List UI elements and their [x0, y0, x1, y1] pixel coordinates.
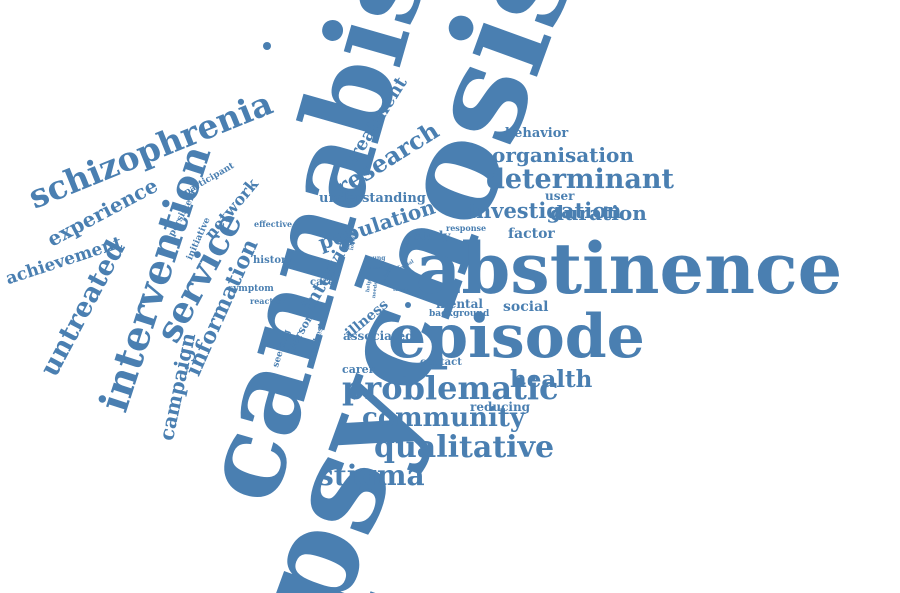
word-problematic: determinant: [486, 164, 674, 195]
word-history: history: [253, 255, 293, 266]
word-illness: study: [414, 229, 451, 243]
word-care: care: [310, 277, 335, 288]
word-background: contact: [420, 357, 462, 368]
word-qualitative: organisation: [492, 143, 634, 167]
word-experience: community: [362, 403, 525, 433]
word-community: duration: [550, 201, 647, 225]
word-response: response: [446, 223, 487, 233]
word-reaction: reaction: [250, 296, 288, 306]
word-contact: carer: [342, 363, 375, 376]
word-onset: onset: [367, 265, 383, 271]
word-abstinence: abstinence: [416, 227, 843, 310]
dot-mark: [263, 42, 271, 50]
word-information: qualitative: [374, 430, 555, 465]
word-thesis: thesis: [393, 287, 410, 293]
word-mental: background: [429, 309, 490, 319]
word-population: user: [545, 189, 575, 203]
word-interview: social: [503, 299, 549, 315]
word-symptom: symptom: [228, 284, 274, 294]
word-untreated: problematic: [342, 369, 559, 407]
word-research: understanding: [319, 191, 426, 206]
word-social: mental: [436, 297, 483, 311]
word-understanding: behavior: [505, 126, 569, 141]
word-associated: reducing: [470, 400, 531, 414]
word-treatment: factor: [508, 226, 555, 242]
dot-mark: [405, 302, 411, 308]
word-episode: episode: [388, 302, 645, 372]
word-stigma: investigation: [468, 198, 622, 223]
word-young: young: [365, 255, 386, 262]
word-carer: associated: [343, 329, 414, 343]
word-achievement: stigma: [318, 459, 425, 492]
word-campaign: health: [510, 366, 593, 393]
word-effective: effective: [254, 219, 293, 229]
